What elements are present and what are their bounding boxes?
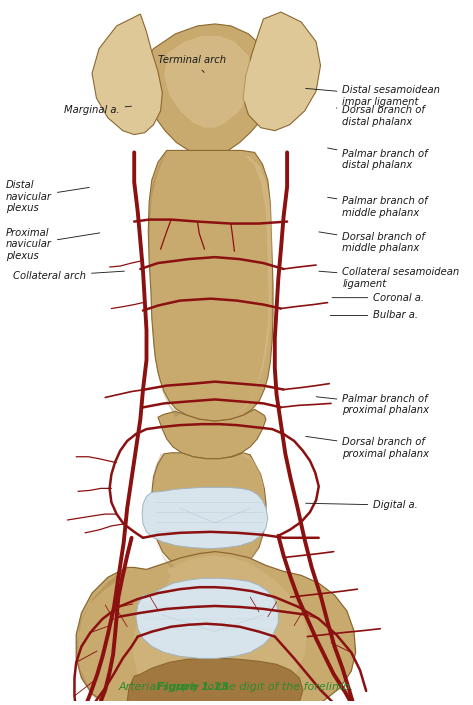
- Text: Dorsal branch of
middle phalanx: Dorsal branch of middle phalanx: [319, 231, 425, 253]
- Polygon shape: [241, 453, 266, 560]
- Polygon shape: [152, 453, 266, 571]
- Polygon shape: [92, 14, 162, 135]
- Polygon shape: [127, 658, 303, 705]
- Text: Marginal a.: Marginal a.: [64, 105, 131, 115]
- Polygon shape: [164, 36, 254, 128]
- Text: Collateral sesamoidean
ligament: Collateral sesamoidean ligament: [319, 267, 460, 288]
- Polygon shape: [136, 578, 278, 658]
- Polygon shape: [233, 152, 272, 415]
- Polygon shape: [152, 454, 175, 568]
- Text: Palmar branch of
middle phalanx: Palmar branch of middle phalanx: [328, 196, 428, 218]
- Text: Collateral arch: Collateral arch: [13, 271, 124, 281]
- Text: Palmar branch of
distal phalanx: Palmar branch of distal phalanx: [328, 148, 428, 170]
- Polygon shape: [243, 12, 321, 130]
- Polygon shape: [76, 551, 356, 705]
- Polygon shape: [143, 24, 277, 154]
- Polygon shape: [142, 558, 277, 646]
- Text: Distal
navicular
plexus: Distal navicular plexus: [6, 180, 89, 214]
- Polygon shape: [148, 150, 273, 421]
- Text: Dorsal branch of
distal phalanx: Dorsal branch of distal phalanx: [336, 105, 425, 127]
- Text: Terminal arch: Terminal arch: [158, 56, 226, 73]
- Polygon shape: [142, 487, 268, 548]
- Polygon shape: [148, 150, 180, 417]
- Text: Coronal a.: Coronal a.: [332, 293, 424, 302]
- Polygon shape: [76, 568, 127, 705]
- Text: Digital a.: Digital a.: [306, 500, 418, 510]
- Text: Distal sesamoidean
impar ligament: Distal sesamoidean impar ligament: [306, 85, 440, 107]
- Polygon shape: [132, 556, 307, 705]
- Text: Proximal
navicular
plexus: Proximal navicular plexus: [6, 228, 100, 261]
- Text: Bulbar a.: Bulbar a.: [330, 310, 418, 321]
- Text: Palmar branch of
proximal phalanx: Palmar branch of proximal phalanx: [316, 393, 429, 415]
- Text: Dorsal branch of
proximal phalanx: Dorsal branch of proximal phalanx: [306, 436, 429, 459]
- Text: Figure 1.13: Figure 1.13: [157, 682, 236, 692]
- Polygon shape: [158, 410, 266, 459]
- Text: Arterial supply to the digit of the forelimb.: Arterial supply to the digit of the fore…: [119, 682, 354, 692]
